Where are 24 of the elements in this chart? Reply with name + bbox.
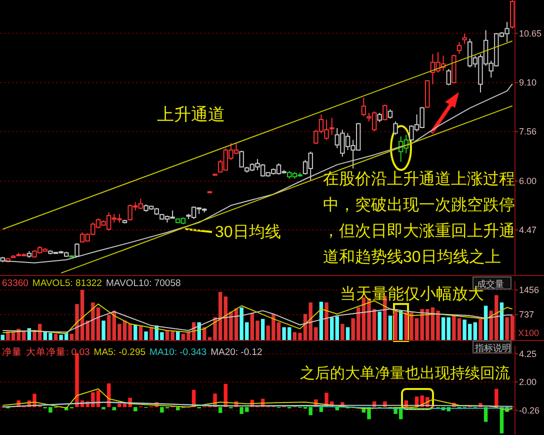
annotation: 63360 <box>2 278 28 289</box>
annotation: MAVOL5: 81322 <box>32 278 102 289</box>
annotation: MA10: -0.343 <box>150 347 207 358</box>
y-tick-label: 4.47 <box>519 224 537 235</box>
annotation: MA20: -0.12 <box>210 347 262 358</box>
annotation: 指标说明 <box>474 343 511 353</box>
y-tick-label: 9.10 <box>519 78 537 88</box>
annotation: MA5: -0.295 <box>94 347 146 358</box>
text: X100 <box>518 328 540 338</box>
y-tick-label: 4.25 <box>519 348 537 359</box>
annotation: 净量 <box>2 346 22 358</box>
y-tick-label: 6.00 <box>519 176 537 186</box>
annotation: 之后的大单净量也出现持续回流 <box>300 365 510 382</box>
y-tick-label: 7.56 <box>519 126 537 137</box>
annotation: 大单净量: 0.03 <box>26 346 90 358</box>
annotation: MAVOL10: 70058 <box>106 278 181 289</box>
annotation: 在股价沿上升通道上涨过程中，突破出现一次跳空跌停，但次日即大涨重回上升通道和趋势线30日均线之上 <box>323 170 515 266</box>
y-tick-label: 2.00 <box>519 376 537 387</box>
annotation: 30日均线 <box>215 223 281 241</box>
y-tick-label: 737 <box>519 310 534 320</box>
y-tick-label: 1456 <box>519 284 540 295</box>
y-tick-label: -0.26 <box>519 405 540 416</box>
y-tick-label: 10.65 <box>519 28 542 38</box>
annotation: 上升通道 <box>157 105 225 124</box>
